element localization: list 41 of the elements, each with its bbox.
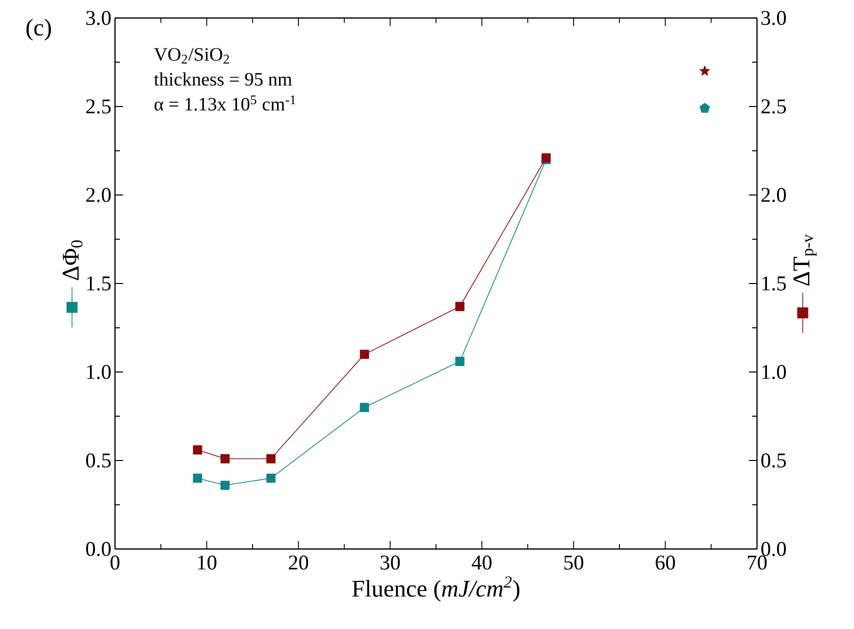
- x-tick-label: 50: [564, 556, 584, 570]
- point: [192, 445, 202, 454]
- x-tick-label: 60: [656, 556, 675, 570]
- y2-tick-label: 3.0: [762, 10, 786, 26]
- point: [220, 480, 230, 490]
- y-tick-label: 0.5: [86, 453, 111, 468]
- y-tick-label: 0.0: [86, 542, 111, 556]
- point: [266, 474, 276, 483]
- annotation: α = 1.13x 10$^{5}$ cm$^{-1}$: [154, 95, 296, 111]
- y2-tick-label: 1.0: [762, 364, 786, 380]
- y-tick-label: 1.0: [87, 364, 111, 380]
- x-tick-label: 0: [110, 556, 120, 570]
- y2-tick-label: 2.5: [761, 99, 786, 114]
- point: [360, 350, 370, 359]
- annotation: VO$_{2}$/SiO$_{2}$: [154, 48, 229, 64]
- y-tick-label: 3.0: [86, 10, 111, 26]
- y2-tick-label: 1.5: [762, 276, 786, 291]
- x-tick-label: 10: [198, 556, 216, 570]
- point: [455, 356, 464, 366]
- y2-tick-label: 0.5: [761, 453, 786, 468]
- x-tick-label: 20: [288, 556, 308, 570]
- x-tick-label: 70: [748, 556, 767, 570]
- point: [700, 102, 710, 113]
- y-tick-label: 2.0: [86, 188, 111, 202]
- y2-tick-label: 0.0: [761, 542, 786, 556]
- point: [455, 302, 464, 312]
- point: [220, 454, 230, 464]
- text: Fluence (mJ/cm$^{2}$): [352, 576, 520, 602]
- x-tick-label: 40: [472, 556, 492, 570]
- y2-tick-label: 2.0: [761, 188, 786, 202]
- text: (c): [26, 18, 51, 41]
- point: [700, 66, 710, 76]
- point: [360, 402, 370, 412]
- y2-axis-title: ΔT$_{p-v}$: [794, 234, 817, 286]
- y-tick-label: 2.5: [86, 99, 111, 114]
- point: [192, 474, 202, 483]
- x-tick-label: 30: [380, 556, 400, 570]
- y-tick-label: 1.5: [87, 276, 111, 291]
- y-axis-title: ΔΦ$_{0}$: [62, 240, 82, 280]
- annotation: thickness = 95 nm: [154, 72, 292, 86]
- point: [266, 454, 276, 464]
